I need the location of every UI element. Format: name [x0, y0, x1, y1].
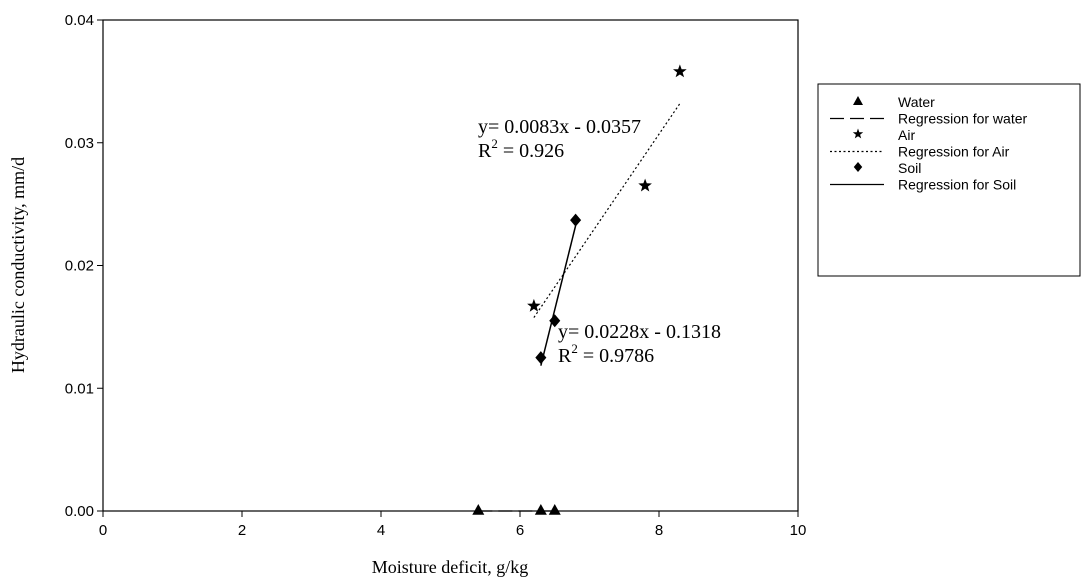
- water-point: [472, 504, 485, 515]
- legend-label: Regression for Air: [898, 144, 1010, 160]
- soil-point: [570, 213, 582, 227]
- legend-box: [817, 83, 1081, 277]
- x-tick-label: 10: [790, 522, 807, 539]
- soil-equation: y= 0.0228x - 0.1318: [558, 321, 721, 343]
- legend-label: Regression for Soil: [898, 177, 1016, 193]
- legend-label: Regression for water: [898, 111, 1028, 127]
- soil-point: [549, 314, 561, 328]
- legend-label: Water: [898, 94, 935, 110]
- y-tick-label: 0.00: [65, 503, 94, 520]
- water-point: [534, 504, 547, 515]
- legend-item: Soil: [853, 160, 921, 176]
- legend-item: Regression for Air: [830, 144, 1010, 160]
- legend-star-symbol: [852, 128, 864, 139]
- legend-item: Regression for Soil: [830, 177, 1016, 193]
- air-equation: y= 0.0083x - 0.0357: [478, 116, 641, 138]
- x-tick-label: 6: [516, 522, 524, 539]
- y-tick-label: 0.03: [65, 135, 94, 152]
- data-points: [472, 64, 687, 515]
- legend-label: Air: [898, 127, 915, 143]
- water-point: [548, 504, 561, 515]
- legend-diamond-symbol: [853, 162, 863, 172]
- legend-item: Regression for water: [830, 111, 1028, 127]
- air-point: [527, 298, 541, 312]
- legend-triangle-symbol: [853, 96, 863, 105]
- air-point: [638, 178, 652, 192]
- air-point: [673, 64, 687, 78]
- air-r2: R2 = 0.926: [478, 136, 564, 162]
- regression-annotations: y= 0.0083x - 0.0357 R2 = 0.926 y= 0.0228…: [478, 116, 721, 367]
- soil-r2: R2 = 0.9786: [558, 341, 654, 367]
- y-tick-label: 0.04: [65, 12, 94, 29]
- y-axis-title: Hydraulic conductivity, mm/d: [8, 157, 28, 373]
- x-axis-title: Moisture deficit, g/kg: [372, 557, 528, 577]
- legend-item: Air: [852, 127, 915, 143]
- soil-point: [535, 351, 547, 365]
- legend-item: Water: [853, 94, 935, 110]
- x-tick-label: 8: [655, 522, 663, 539]
- y-axis: 0.00 0.01 0.02 0.03 0.04: [65, 12, 103, 520]
- x-axis: 0 2 4 6 8 10: [99, 511, 807, 539]
- x-tick-label: 2: [238, 522, 246, 539]
- y-tick-label: 0.02: [65, 258, 94, 275]
- regression-line-2: [540, 225, 577, 366]
- y-tick-label: 0.01: [65, 380, 94, 397]
- regression-lines: [478, 103, 681, 512]
- legend-label: Soil: [898, 160, 921, 176]
- plot-frame: [102, 19, 799, 512]
- x-tick-label: 0: [99, 522, 107, 539]
- x-tick-label: 4: [377, 522, 385, 539]
